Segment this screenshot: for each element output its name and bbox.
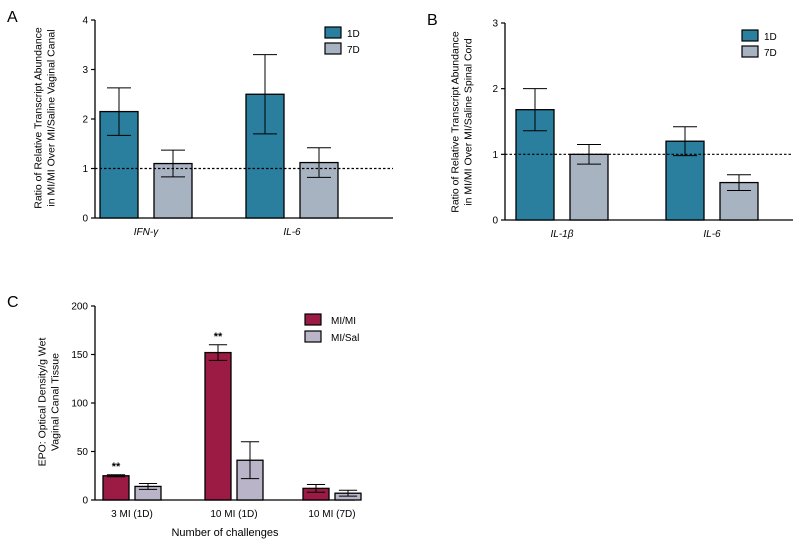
legend-swatch <box>304 313 322 326</box>
y-axis-label-line: in MI/MI Over MI/Saline Vaginal Canal <box>46 29 58 206</box>
legend-swatch <box>324 26 342 39</box>
x-category-label: IL-6 <box>283 227 301 238</box>
legend-label: MI/Sal <box>331 333 359 344</box>
y-axis-label-line: in MI/MI Over MI/Saline Spinal Cord <box>463 38 475 206</box>
panel-a: A 0 1 2 3 4 Ratio of Relative Transcript Abund… <box>7 9 393 238</box>
y-tick-label: 2 <box>82 115 88 126</box>
bar-c-1-0 <box>204 351 232 501</box>
x-axis-label: Number of challenges <box>171 527 279 539</box>
panel-label-c: C <box>7 294 19 311</box>
panel-label-a: A <box>7 9 18 26</box>
x-category-label: 3 MI (1D) <box>111 509 153 520</box>
bar-b-0-1 <box>569 153 609 221</box>
legend-label: 7D <box>347 45 360 56</box>
y-tick-label: 150 <box>71 350 88 361</box>
legend-label: 7D <box>764 48 777 59</box>
y-tick-label: 200 <box>71 302 88 313</box>
legend-label: MI/MI <box>331 316 356 327</box>
legend-swatch <box>741 45 759 58</box>
legend-swatch <box>304 330 322 343</box>
y-tick-label: 1 <box>492 150 498 161</box>
y-axis-label-line: Ratio of Relative Transcript Abundance <box>33 27 45 209</box>
y-tick-label: 100 <box>71 399 88 410</box>
y-tick-label: 0 <box>492 216 498 227</box>
x-category-label: 10 MI (7D) <box>308 509 355 520</box>
y-axis-label-line: Vaginal Canal Tissue <box>50 353 62 451</box>
x-category-label: IL-1β <box>551 229 574 240</box>
bar-c-0-0 <box>102 475 130 501</box>
panel-c: C 0 50 100 150 200 EPO: Optical Density/g Wet V… <box>7 294 362 539</box>
y-axis-label-line: Ratio of Relative Transcript Abundance <box>450 31 462 213</box>
y-tick-label: 0 <box>82 214 88 225</box>
y-tick-label: 2 <box>492 84 498 95</box>
panel-b: B 0 1 2 3 Ratio of Relative Transcript Abunda… <box>427 12 793 240</box>
y-tick-label: 3 <box>492 19 498 30</box>
y-tick-label: 3 <box>82 65 88 76</box>
x-category-label: IL-6 <box>703 229 721 240</box>
legend-label: 1D <box>347 29 360 40</box>
legend-label: 1D <box>764 32 777 43</box>
y-tick-label: 1 <box>82 164 88 175</box>
legend-swatch <box>324 42 342 55</box>
significance-marker: ** <box>214 331 223 343</box>
y-tick-label: 4 <box>82 16 88 27</box>
y-tick-label: 50 <box>77 447 89 458</box>
y-tick-label: 0 <box>82 496 88 507</box>
significance-marker: ** <box>112 461 121 473</box>
panel-label-b: B <box>427 12 438 29</box>
x-category-label: IFN-γ <box>134 227 159 238</box>
legend-swatch <box>741 29 759 42</box>
x-category-label: 10 MI (1D) <box>210 509 257 520</box>
y-axis-label-line: EPO: Optical Density/g Wet <box>37 338 49 467</box>
